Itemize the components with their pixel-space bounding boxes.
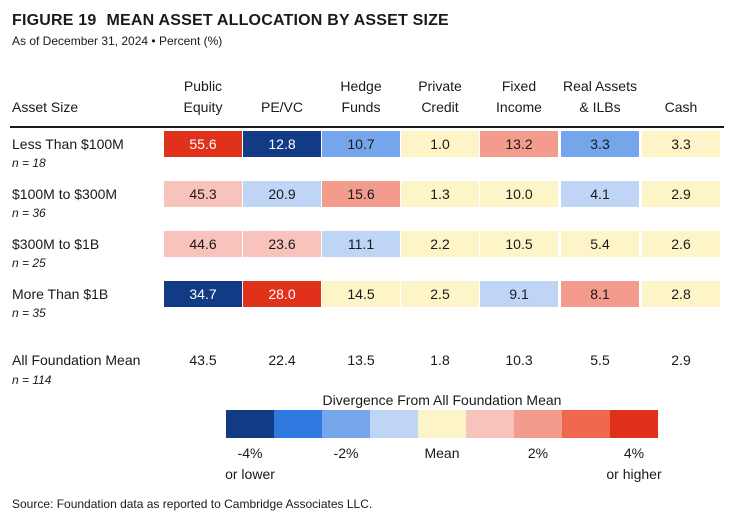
table-cell: 2.9 [642, 181, 720, 207]
table-cell: 23.6 [243, 231, 321, 257]
column-header: Real Assets & ILBs [561, 76, 639, 118]
legend-label-line1: -2% [333, 445, 359, 461]
legend-label-line2: or higher [606, 466, 662, 482]
legend-label-line1: -4% [237, 445, 263, 461]
legend-swatch [226, 410, 274, 438]
table-cell: 8.1 [561, 281, 639, 307]
column-header: Hedge Funds [322, 76, 400, 118]
legend-color-scale [226, 410, 658, 438]
column-header: Fixed Income [480, 76, 558, 118]
row-count: n = 36 [12, 206, 46, 220]
legend-swatch [322, 410, 370, 438]
column-header-line1: Fixed [501, 78, 537, 94]
table-cell: 15.6 [322, 181, 400, 207]
table-cell: 14.5 [322, 281, 400, 307]
mean-cell: 1.8 [430, 352, 450, 368]
legend-label-line1: 2% [527, 445, 549, 461]
legend-label-line2: or lower [225, 466, 275, 482]
column-header: Public Equity [164, 76, 242, 118]
legend-label: 2% [498, 443, 578, 464]
mean-cell: 22.4 [268, 352, 296, 368]
legend-swatch [610, 410, 658, 438]
mean-cell: 2.9 [671, 352, 691, 368]
table-cell: 9.1 [480, 281, 558, 307]
column-header-line1: Real Assets [563, 78, 637, 94]
row-header: Asset Size [12, 99, 79, 115]
table-cell: 1.3 [401, 181, 479, 207]
row-label: $300M to $1B [12, 236, 100, 252]
row-label: Less Than $100M [12, 136, 124, 152]
figure-title-text: MEAN ASSET ALLOCATION BY ASSET SIZE [106, 12, 449, 29]
column-header: Private Credit [401, 76, 479, 118]
table-cell: 44.6 [164, 231, 242, 257]
legend-label: -2% [306, 443, 386, 464]
table-cell: 20.9 [243, 181, 321, 207]
legend-label-line1: Mean [424, 445, 460, 461]
column-header-line1 [642, 76, 720, 97]
row-label: $100M to $300M [12, 186, 118, 202]
column-header-line2: Credit [421, 99, 459, 115]
legend-label: Mean [402, 443, 482, 464]
legend-swatch [418, 410, 466, 438]
header-rule [10, 126, 724, 128]
table-cell: 4.1 [561, 181, 639, 207]
legend-swatch [274, 410, 322, 438]
mean-cell: 13.5 [347, 352, 375, 368]
table-cell: 3.3 [642, 131, 720, 157]
column-header-line2: & ILBs [579, 99, 621, 115]
legend-swatch [562, 410, 610, 438]
column-header-line1: Private [418, 78, 462, 94]
figure-subtitle: As of December 31, 2024 • Percent (%) [12, 34, 223, 48]
mean-row-label: All Foundation Mean [12, 352, 141, 368]
table-cell: 10.0 [480, 181, 558, 207]
column-header: PE/VC [243, 76, 321, 118]
legend-label: 4% or higher [594, 443, 674, 485]
mean-cell: 43.5 [189, 352, 217, 368]
column-header-line1: Hedge [340, 78, 382, 94]
legend-swatch [370, 410, 418, 438]
row-count: n = 35 [12, 306, 46, 320]
table-cell: 1.0 [401, 131, 479, 157]
figure-title: FIGURE 19 MEAN ASSET ALLOCATION BY ASSET … [12, 12, 449, 30]
table-cell: 10.5 [480, 231, 558, 257]
source-note: Source: Foundation data as reported to C… [12, 497, 373, 511]
table-cell: 10.7 [322, 131, 400, 157]
column-header-line2: Cash [664, 99, 698, 115]
table-cell: 2.6 [642, 231, 720, 257]
table-cell: 34.7 [164, 281, 242, 307]
table-cell: 2.8 [642, 281, 720, 307]
legend-title: Divergence From All Foundation Mean [322, 392, 562, 408]
legend-swatch [466, 410, 514, 438]
table-cell: 5.4 [561, 231, 639, 257]
table-cell: 11.1 [322, 231, 400, 257]
figure-number: FIGURE 19 [12, 12, 97, 29]
legend-label-line1: 4% [623, 445, 645, 461]
table-cell: 3.3 [561, 131, 639, 157]
legend-swatch [514, 410, 562, 438]
column-header-line2: Equity [183, 99, 223, 115]
table-cell: 2.5 [401, 281, 479, 307]
column-header-line1 [243, 76, 321, 97]
row-label: More Than $1B [12, 286, 109, 302]
table-cell: 28.0 [243, 281, 321, 307]
column-header: Cash [642, 76, 720, 118]
column-header-line2: Income [496, 99, 542, 115]
table-cell: 2.2 [401, 231, 479, 257]
column-header-line1: Public [183, 78, 223, 94]
mean-row-count: n = 114 [12, 373, 52, 387]
table-cell: 45.3 [164, 181, 242, 207]
mean-cell: 5.5 [590, 352, 610, 368]
column-header-line2: PE/VC [260, 99, 303, 115]
column-header-line2: Funds [341, 99, 381, 115]
table-cell: 13.2 [480, 131, 558, 157]
mean-cell: 10.3 [505, 352, 533, 368]
table-cell: 12.8 [243, 131, 321, 157]
legend-label: -4% or lower [210, 443, 290, 485]
row-count: n = 25 [12, 256, 46, 270]
row-count: n = 18 [12, 156, 46, 170]
table-cell: 55.6 [164, 131, 242, 157]
